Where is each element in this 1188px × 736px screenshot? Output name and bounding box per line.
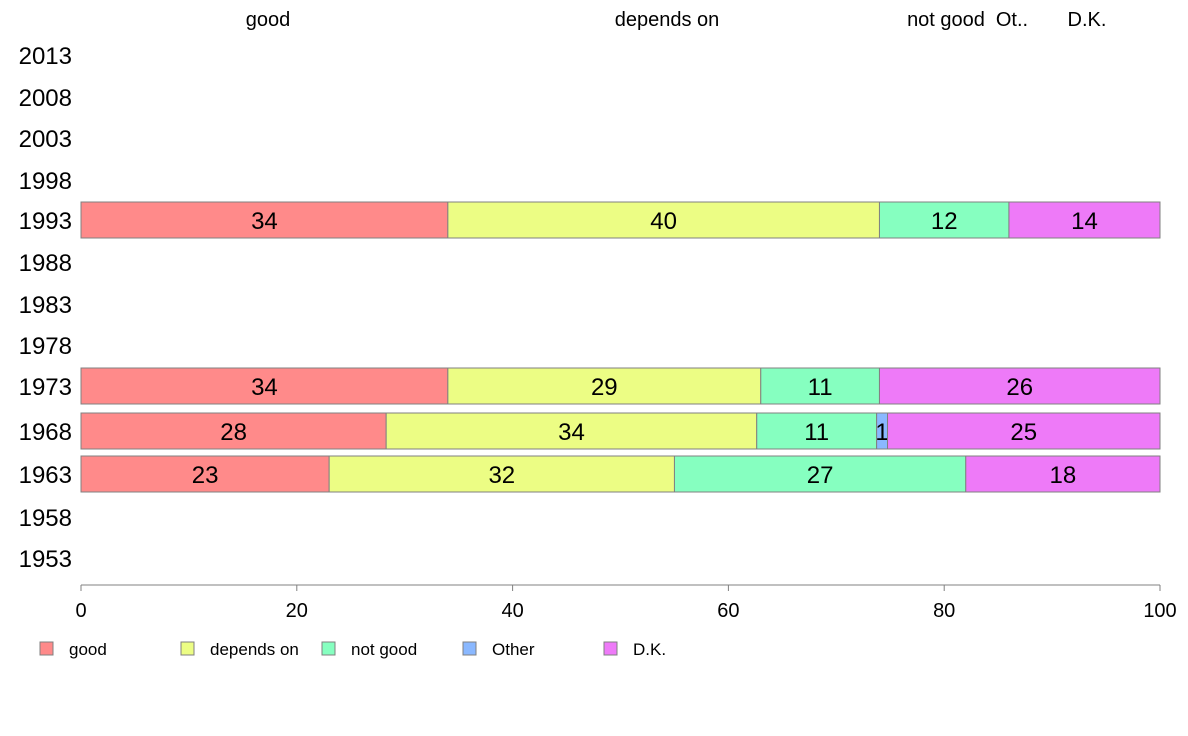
bar-label-1973-0: 34 [251,374,278,401]
bar-label-1968-4: 25 [1010,419,1037,446]
bar-1963-not-good [673,455,967,493]
legend-swatch-0 [39,641,54,656]
bar-label-1968-1: 34 [558,419,585,446]
bar-1993-not-good [878,201,1010,239]
year-label-1993: 1993 [19,208,72,235]
bar-label-1993-0: 34 [251,208,278,235]
year-label-2003: 2003 [19,126,72,153]
bar-label-1993-2: 12 [931,208,958,235]
top-label-3: Ot.. [996,9,1028,31]
legend-swatch-3 [462,641,477,656]
top-label-2: not good [907,9,985,31]
year-label-1978: 1978 [19,333,72,360]
x-tick-label-100: 100 [1143,600,1176,622]
year-label-1968: 1968 [19,419,72,446]
x-tick-label-20: 20 [286,600,308,622]
bar-1973-d-k- [878,367,1161,405]
top-category-labels: good depends on not good Ot.. D.K. [246,9,1107,31]
x-tick-label-60: 60 [717,600,739,622]
year-label-1983: 1983 [19,292,72,319]
bar-1963-depends-on [328,455,675,493]
bar-label-1968-0: 28 [220,419,247,446]
bar-1993-good [80,201,449,239]
year-label-1998: 1998 [19,168,72,195]
bar-label-1968-3: 1 [875,419,888,446]
top-label-4: D.K. [1068,9,1107,31]
bar-label-1973-1: 29 [591,374,618,401]
year-label-2013: 2013 [19,43,72,70]
bar-1968-good [80,412,387,450]
top-label-1: depends on [615,9,720,31]
bar-label-1963-1: 32 [488,462,515,489]
bar-label-1973-4: 26 [1006,374,1033,401]
year-label-2008: 2008 [19,85,72,112]
x-tick-label-0: 0 [75,600,86,622]
legend-label-4: D.K. [633,640,666,659]
legend-swatch-1 [180,641,195,656]
x-tick-label-40: 40 [501,600,523,622]
bar-label-1968-2: 11 [804,419,829,446]
legend-swatch-4 [603,641,618,656]
legend-label-3: Other [492,640,535,659]
legend: good depends on not good Other D.K. [39,640,666,659]
year-label-1963: 1963 [19,462,72,489]
legend-swatch-2 [321,641,336,656]
top-label-0: good [246,9,291,31]
legend-label-0: good [69,640,107,659]
bar-1993-depends-on [447,201,880,239]
bar-1973-not-good [760,367,880,405]
year-label-1988: 1988 [19,250,72,277]
bar-label-1963-2: 27 [807,462,834,489]
bar-1993-d-k- [1008,201,1161,239]
year-labels: 2013 2008 2003 1998 1993 1988 1983 1978 1973 1968… [19,43,72,573]
bar-label-1973-2: 11 [808,374,833,401]
bar-1968-d-k- [887,412,1161,450]
year-label-1953: 1953 [19,546,72,573]
bar-label-1993-1: 40 [650,208,677,235]
legend-label-1: depends on [210,640,299,659]
year-label-1973: 1973 [19,374,72,401]
x-axis: 0 20 40 60 80 100 [75,584,1177,622]
bar-1963-d-k- [965,455,1161,493]
bar-label-1993-4: 14 [1071,208,1098,235]
bar-label-1963-0: 23 [192,462,219,489]
bar-label-1963-4: 18 [1050,462,1077,489]
bar-1973-good [80,367,449,405]
bar-1968-depends-on [385,412,758,450]
x-tick-label-80: 80 [933,600,955,622]
legend-label-2: not good [351,640,417,659]
year-label-1958: 1958 [19,505,72,532]
bar-1973-depends-on [447,367,762,405]
bar-1963-good [80,455,330,493]
